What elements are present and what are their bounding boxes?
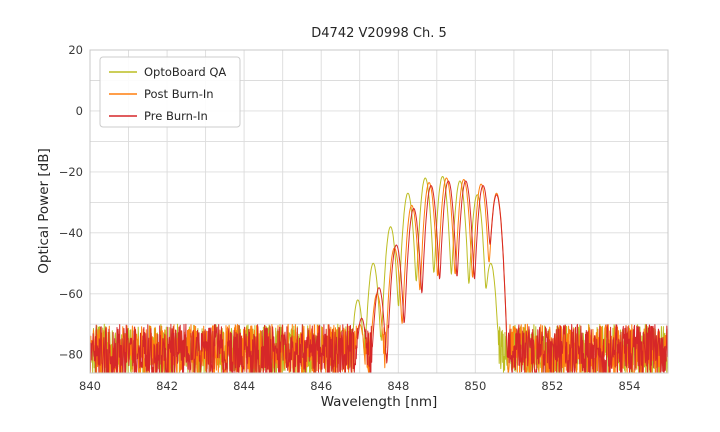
x-axis-label: Wavelength [nm] <box>320 394 438 410</box>
y-tick-label: −60 <box>59 287 83 301</box>
legend-box <box>99 56 241 128</box>
y-tick-label: 0 <box>76 104 83 118</box>
legend-label-post-burn-in: Post Burn-In <box>144 87 214 101</box>
x-tick-label: 848 <box>387 379 409 393</box>
x-tick-label: 842 <box>156 379 178 393</box>
series-line-pre-burn-in <box>89 180 669 374</box>
chart-title: D4742 V20998 Ch. 5 <box>311 26 447 41</box>
x-tick-label: 854 <box>619 379 641 393</box>
legend-label-pre-burn-in: Pre Burn-In <box>144 109 208 123</box>
y-tick-label: −20 <box>59 165 83 179</box>
legend-label-optoboard-qa: OptoBoard QA <box>144 65 226 79</box>
x-tick-label: 846 <box>310 379 332 393</box>
y-tick-label: −80 <box>59 348 83 362</box>
x-tick-label: 840 <box>79 379 101 393</box>
y-tick-label: 20 <box>68 43 83 57</box>
y-axis-label: Optical Power [dB] <box>36 148 52 274</box>
axes-frame <box>89 49 669 374</box>
x-tick-label: 844 <box>233 379 255 393</box>
y-tick-label: −40 <box>59 226 83 240</box>
x-tick-label: 850 <box>464 379 486 393</box>
x-tick-label: 852 <box>541 379 563 393</box>
